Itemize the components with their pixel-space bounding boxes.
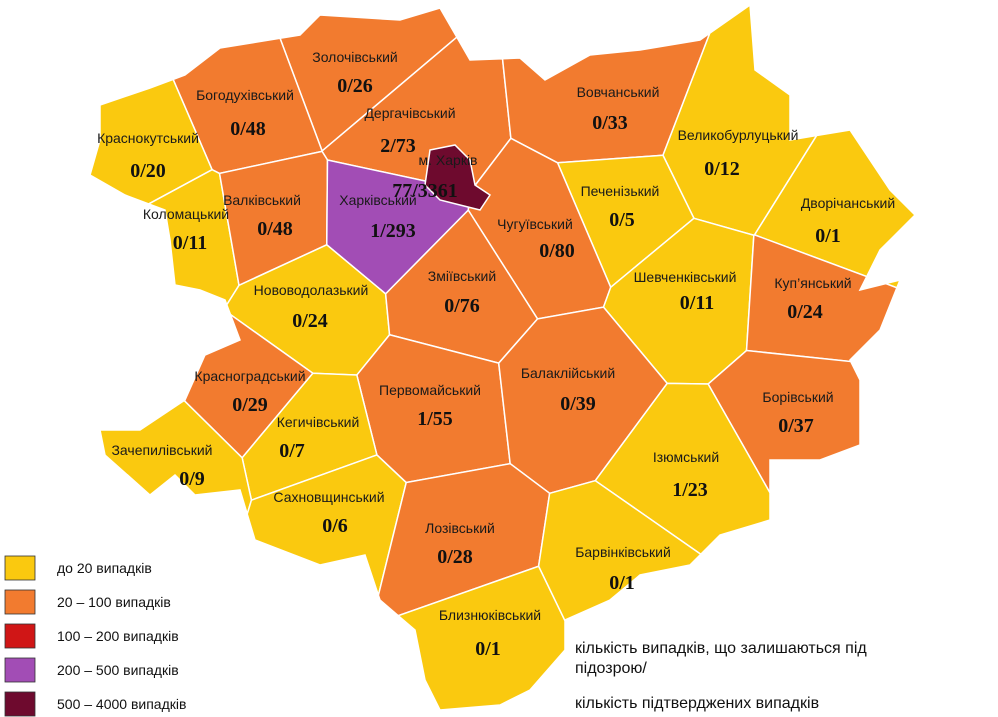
district-count: 0/33 bbox=[592, 112, 628, 134]
district-count: 0/39 bbox=[560, 393, 596, 415]
district-name: Близнюківський bbox=[439, 607, 541, 623]
district-name: Богодухівський bbox=[196, 87, 294, 103]
legend-label: 100 – 200 випадків bbox=[57, 628, 179, 644]
district-count: 0/48 bbox=[230, 118, 266, 140]
district-count: 0/11 bbox=[173, 232, 207, 254]
district-name: Лозівський bbox=[425, 520, 495, 536]
district bbox=[246, 454, 408, 598]
district-name: Дергачівський bbox=[364, 105, 455, 121]
district-name: Зачепилівський bbox=[111, 442, 212, 458]
district-name: Барвінківський bbox=[575, 544, 671, 560]
district-count: 0/76 bbox=[444, 295, 480, 317]
district-name: Дворічанський bbox=[801, 195, 895, 211]
district-count: 0/9 bbox=[179, 468, 205, 490]
district bbox=[396, 565, 566, 711]
district-count: 77/3361 bbox=[392, 180, 458, 202]
district-name: Кегичівський bbox=[277, 414, 360, 430]
note-text: кількість випадків, що залишаються під bbox=[575, 640, 867, 657]
district-name: Золочівський bbox=[312, 49, 397, 65]
district-count: 1/293 bbox=[370, 220, 416, 242]
district-name: Нововодолазький bbox=[254, 282, 369, 298]
district-name: Валківський bbox=[223, 192, 301, 208]
legend-label: 500 – 4000 випадків bbox=[57, 696, 186, 712]
district-count: 0/11 bbox=[680, 292, 714, 314]
legend-swatch bbox=[4, 555, 36, 581]
district bbox=[745, 234, 898, 363]
district-count: 0/26 bbox=[337, 75, 373, 97]
legend-swatch bbox=[4, 589, 36, 615]
district-name: Ізюмський bbox=[653, 449, 719, 465]
district-count: 0/12 bbox=[704, 158, 740, 180]
district-name: Зміївський bbox=[428, 268, 496, 284]
district-name: Борівський bbox=[762, 389, 833, 405]
legend-label: 200 – 500 випадків bbox=[57, 662, 179, 678]
district-count: 0/1 bbox=[609, 572, 635, 594]
district bbox=[707, 349, 861, 496]
district-count: 0/20 bbox=[130, 160, 166, 182]
district-count: 0/28 bbox=[437, 546, 473, 568]
district-count: 0/24 bbox=[292, 310, 328, 332]
district bbox=[99, 399, 253, 517]
district-name: Первомайський bbox=[379, 382, 481, 398]
district-name: Вовчанський bbox=[577, 84, 660, 100]
district-count: 0/5 bbox=[609, 209, 635, 231]
district-count: 0/7 bbox=[279, 440, 305, 462]
district-count: 0/80 bbox=[539, 240, 575, 262]
district-name: Сахновщинський bbox=[273, 489, 384, 505]
district-count: 0/1 bbox=[475, 638, 501, 660]
district-name: м. Харків bbox=[419, 152, 478, 168]
district-name: Коломацький bbox=[143, 206, 229, 222]
district-name: Чугуївський bbox=[497, 216, 573, 232]
district-count: 0/37 bbox=[778, 415, 814, 437]
district-name: Харківський bbox=[339, 192, 417, 208]
legend-swatch bbox=[4, 657, 36, 683]
district-count: 1/23 bbox=[672, 479, 708, 501]
note-text: кількість підтверджених випадків bbox=[575, 695, 819, 712]
district-count: 0/1 bbox=[815, 225, 841, 247]
district-name: Краснокутський bbox=[97, 130, 199, 146]
district-name: Красноградський bbox=[194, 368, 305, 384]
district-name: Куп’янський bbox=[774, 275, 851, 291]
district-name: Великобурлуцький bbox=[678, 127, 799, 143]
district-count: 1/55 bbox=[417, 408, 453, 430]
note-text: підозрою/ bbox=[575, 660, 647, 677]
district-count: 0/48 bbox=[257, 218, 293, 240]
district-name: Печенізький bbox=[581, 183, 660, 199]
district bbox=[424, 144, 492, 211]
legend-swatch bbox=[4, 623, 36, 649]
legend-label: 20 – 100 випадків bbox=[57, 594, 171, 610]
district-count: 0/29 bbox=[232, 394, 268, 416]
district-name: Шевченківський bbox=[634, 269, 737, 285]
legend-label: до 20 випадків bbox=[57, 560, 152, 576]
district-count: 0/6 bbox=[322, 515, 348, 537]
district-name: Балаклійський bbox=[521, 365, 615, 381]
district-count: 0/24 bbox=[787, 301, 823, 323]
district-count: 2/73 bbox=[380, 135, 416, 157]
legend-swatch bbox=[4, 691, 36, 717]
